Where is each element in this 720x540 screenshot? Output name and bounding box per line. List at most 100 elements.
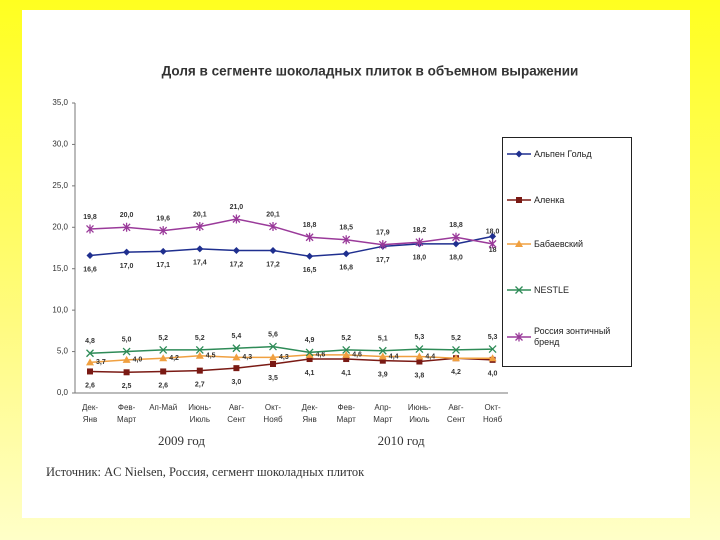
data-label: 4,2: [451, 369, 461, 376]
data-label: 3,5: [268, 375, 278, 382]
data-label: 5,2: [341, 335, 351, 342]
x-tick-label: Март: [373, 415, 392, 424]
marker: [415, 352, 424, 360]
x-tick-label: Янв: [302, 415, 316, 424]
data-label: 2,5: [122, 383, 132, 390]
marker: [515, 286, 523, 294]
legend-swatch: [507, 286, 531, 294]
source: Источник: AC Nielsen, Россия, сегмент шо…: [46, 465, 365, 479]
series-line: [89, 218, 493, 246]
marker: [515, 240, 523, 247]
data-label: 17,2: [230, 261, 244, 268]
marker: [342, 350, 351, 358]
data-label: 16,5: [303, 267, 317, 274]
marker: [195, 221, 204, 231]
data-label: 4,6: [316, 352, 326, 359]
data-label: 4,0: [133, 357, 143, 364]
legend: Альпен Гольд Аленка Бабаевский NESTLE Россия…: [502, 137, 632, 367]
data-label: 16,8: [339, 265, 353, 272]
x-tick-label: Нояб: [263, 415, 283, 424]
data-label: 18,0: [486, 229, 500, 236]
data-label: 3,8: [415, 372, 425, 379]
marker: [196, 245, 204, 253]
data-label: 4,1: [305, 370, 315, 377]
data-label: 18: [489, 247, 497, 254]
x-tick-label: Сент: [447, 415, 466, 424]
marker: [415, 345, 424, 354]
legend-item: NESTLE: [507, 284, 629, 296]
marker: [123, 369, 130, 376]
series-line: [89, 345, 493, 354]
legend-swatch: [507, 332, 531, 342]
marker: [233, 365, 240, 372]
data-label: 18,8: [303, 222, 317, 229]
marker: [488, 239, 497, 249]
data-label: 17,2: [266, 261, 280, 268]
marker: [516, 197, 522, 203]
marker: [86, 251, 94, 259]
data-label: 17,9: [376, 230, 390, 237]
marker: [232, 246, 240, 254]
data-label: 17,4: [193, 260, 207, 267]
legend-swatch: [507, 240, 531, 247]
marker: [515, 332, 523, 342]
marker: [378, 352, 387, 360]
legend-label: Альпен Гольд: [534, 148, 592, 159]
data-label: 21,0: [230, 204, 244, 211]
data-label: 20,0: [120, 212, 134, 219]
data-label: 5,2: [158, 335, 168, 342]
data-label: 5,2: [451, 335, 461, 342]
data-label: 2,6: [85, 382, 95, 389]
marker: [415, 237, 424, 247]
marker: [305, 232, 314, 242]
marker: [86, 349, 94, 358]
data-label: 16,6: [83, 266, 97, 273]
x-tick-label: Март: [117, 415, 136, 424]
group-label: 2010 год: [378, 433, 425, 448]
data-label: 4,4: [425, 353, 435, 360]
series-line: [89, 235, 493, 258]
data-label: 2,6: [158, 382, 168, 389]
x-tick-label: Нояб: [483, 415, 503, 424]
data-label: 5,1: [378, 336, 388, 343]
marker: [269, 221, 277, 231]
legend-swatch: [507, 197, 531, 203]
marker: [343, 356, 350, 363]
chart-title: Доля в сегменте шоколадных плиток в объе…: [162, 64, 579, 79]
x-tick-label: Июнь-: [408, 403, 431, 412]
data-label: 5,3: [415, 334, 425, 341]
x-tick-label: Авг-: [229, 403, 245, 412]
marker: [452, 232, 460, 242]
x-tick-label: Апр-: [374, 403, 391, 412]
y-tick-label: 10,0: [52, 305, 68, 314]
y-tick-label: 30,0: [52, 140, 68, 149]
x-tick-label: Сент: [227, 415, 246, 424]
marker: [489, 232, 497, 240]
marker: [342, 345, 351, 354]
legend-swatch: [507, 150, 531, 158]
series-line: [89, 354, 493, 364]
marker: [160, 368, 167, 375]
marker: [488, 345, 497, 354]
marker: [159, 247, 167, 255]
y-tick-label: 35,0: [52, 98, 68, 107]
marker: [195, 351, 204, 359]
data-label: 4,4: [389, 353, 399, 360]
data-label: 4,3: [242, 354, 252, 361]
data-label: 3,9: [378, 372, 388, 379]
y-tick-label: 15,0: [52, 264, 68, 273]
marker: [122, 347, 131, 356]
marker: [378, 240, 387, 250]
data-label: 4,6: [352, 352, 362, 359]
x-tick-label: Фев-: [118, 403, 136, 412]
data-label: 5,6: [268, 331, 278, 338]
marker: [269, 353, 277, 361]
data-label: 20,1: [266, 211, 280, 218]
data-label: 5,0: [122, 336, 132, 343]
data-label: 20,1: [193, 211, 207, 218]
x-tick-label: Ап-Май: [149, 403, 177, 412]
marker: [269, 342, 277, 351]
data-label: 4,1: [341, 370, 351, 377]
